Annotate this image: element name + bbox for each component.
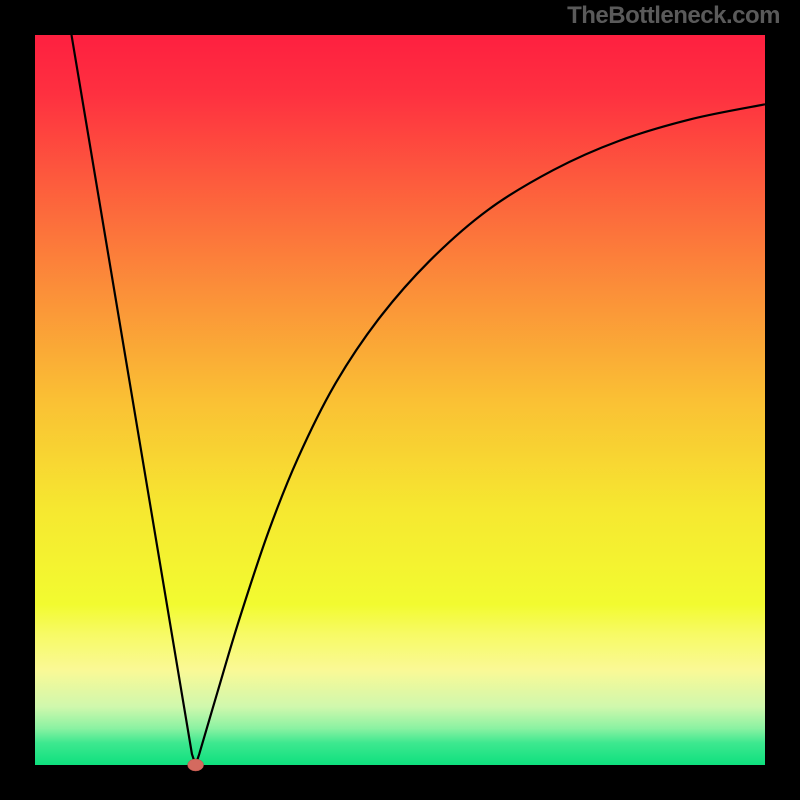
chart-container: TheBottleneck.com: [0, 0, 800, 800]
chart-svg: [0, 0, 800, 800]
optimal-point-marker: [188, 759, 204, 771]
plot-background: [35, 35, 765, 765]
watermark-text: TheBottleneck.com: [567, 2, 780, 30]
